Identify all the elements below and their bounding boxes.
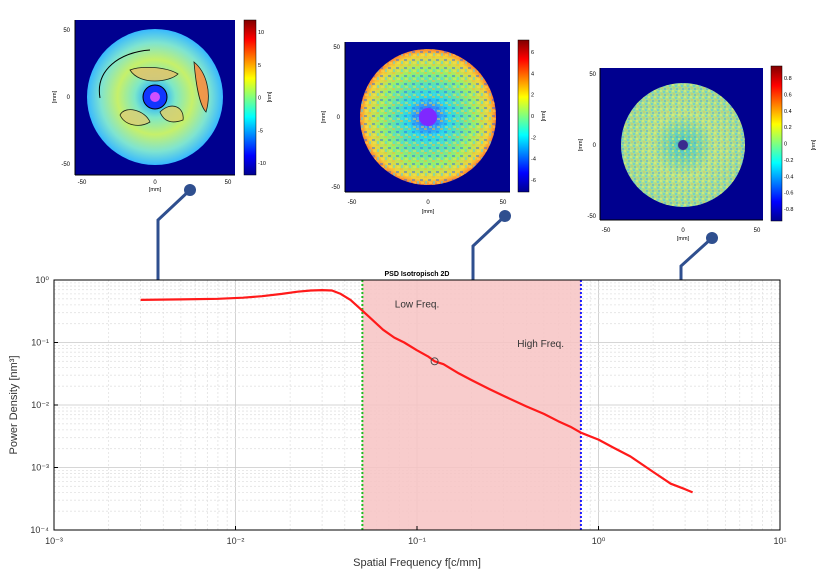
- inset1-colorbar-ticks: 10 5 0 -5 -10: [258, 30, 266, 167]
- inset3-x-tick: 0: [681, 228, 685, 234]
- inset3-colorbar-unit: [nm]: [811, 139, 817, 150]
- colorbar-tick-label: 0.2: [784, 125, 792, 131]
- y-tick-label: 10⁻⁴: [30, 525, 49, 535]
- inset1-colorbar-unit: [nm]: [267, 91, 273, 102]
- annotation-text: Low Freq.: [395, 300, 439, 311]
- inset-map-3: -50 0 50 [mm] 50 0 -50 [mm] 0.8 0.6 0.4 0.2…: [578, 65, 817, 242]
- inset2-x-tick: 0: [426, 200, 430, 206]
- colorbar-tick-label: 0.4: [784, 109, 792, 115]
- inset3-y-tick: -50: [587, 214, 596, 220]
- x-tick-label: 10⁻¹: [408, 536, 426, 546]
- inset-map-2: -50 0 50 [mm] 50 0 -50 [mm] 6 4 2 0 -2 -4 -6 […: [321, 39, 547, 215]
- colorbar-tick-label: 6: [531, 50, 534, 56]
- colorbar-tick-label: -0.4: [784, 174, 793, 180]
- colorbar-tick-label: -0.8: [784, 207, 793, 213]
- psd-series-line: [140, 289, 694, 494]
- inset1-x-label: [mm]: [149, 187, 162, 193]
- inset2-y-tick: 0: [337, 115, 341, 121]
- inset1-y-tick: 0: [67, 95, 71, 101]
- inset1-x-tick: 0: [153, 180, 157, 186]
- inset3-x-tick: 50: [754, 228, 761, 234]
- inset1-x-tick: -50: [78, 180, 87, 186]
- y-tick-label: 10⁻¹: [31, 338, 49, 348]
- annotation-text: High Freq.: [517, 339, 564, 350]
- inset3-y-label: [mm]: [578, 138, 584, 151]
- x-axis-label: Spatial Frequency f[c/mm]: [353, 557, 481, 569]
- inset3-x-label: [mm]: [677, 236, 690, 242]
- colorbar-tick-label: -0.2: [784, 158, 793, 164]
- inset1-y-tick: 50: [63, 28, 70, 34]
- colorbar-tick-label: 4: [531, 71, 534, 77]
- colorbar-tick-label: 2: [531, 93, 534, 99]
- annotations: Low Freq. High Freq.: [395, 300, 564, 350]
- x-tick-label: 10⁻³: [45, 536, 63, 546]
- connector-dot-2: [499, 210, 511, 222]
- inset1-contour-region: [129, 66, 179, 82]
- inset1-colorbar: [243, 19, 257, 176]
- connector-dot-1: [184, 184, 196, 196]
- inset1-contour-region: [119, 109, 151, 126]
- colorbar-tick-label: -5: [258, 128, 263, 134]
- inset1-contour-line: [98, 49, 151, 99]
- inset2-y-label: [mm]: [321, 110, 327, 123]
- x-tick-label: 10⁻²: [227, 536, 245, 546]
- colorbar-tick-label: -0.6: [784, 191, 793, 197]
- colorbar-tick-label: -2: [531, 135, 536, 141]
- inset3-colorbar-ticks: 0.8 0.6 0.4 0.2 0 -0.2 -0.4 -0.6 -0.8: [784, 76, 793, 213]
- inset3-y-tick: 0: [593, 143, 597, 149]
- inset1-y-label: [mm]: [52, 90, 58, 103]
- inset3-colorbar: [770, 65, 783, 222]
- chart-title: PSD Isotropisch 2D: [385, 271, 450, 278]
- y-axis-label: Power Density [nm³]: [8, 355, 20, 454]
- data-marker: [430, 357, 439, 366]
- inset3-center-spot: [678, 140, 688, 150]
- grid: [53, 280, 780, 531]
- inset1-contour-region: [159, 105, 184, 123]
- inset2-x-label: [mm]: [422, 209, 435, 215]
- inset2-colorbar-ticks: 6 4 2 0 -2 -4 -6: [531, 50, 536, 184]
- y-tick-label: 10⁻²: [31, 400, 49, 410]
- inset2-x-tick: -50: [348, 200, 357, 206]
- series: [140, 289, 694, 494]
- inset3-x-tick: -50: [602, 228, 611, 234]
- colorbar-tick-label: 5: [258, 63, 261, 69]
- connector-dot-3: [706, 232, 718, 244]
- inset3-y-tick: 50: [589, 72, 596, 78]
- inset1-x-tick: 50: [225, 180, 232, 186]
- inset2-x-tick: 50: [500, 200, 507, 206]
- frequency-cutoff-lines: [361, 280, 582, 530]
- colorbar-tick-label: -10: [258, 161, 266, 167]
- y-tick-label: 10⁻³: [31, 463, 49, 473]
- inset2-y-tick: -50: [331, 185, 340, 191]
- colorbar-tick-label: 0.6: [784, 92, 792, 98]
- inset1-y-tick: -50: [61, 162, 70, 168]
- colorbar-tick-label: 0.8: [784, 76, 792, 82]
- colorbar-tick-label: 0: [258, 96, 261, 102]
- colorbar-tick-label: -6: [531, 178, 536, 184]
- high-low-freq-band: [362, 280, 581, 530]
- y-tick-label: 10⁰: [35, 275, 49, 285]
- inset1-contour-region: [193, 61, 209, 113]
- inset2-colorbar-unit: [nm]: [541, 110, 547, 121]
- x-tick-label: 10¹: [773, 536, 786, 546]
- colorbar-tick-label: 10: [258, 30, 264, 36]
- inset2-y-tick: 50: [333, 45, 340, 51]
- inset1-center-peak: [150, 92, 160, 102]
- x-tick-label: 10⁰: [592, 536, 606, 546]
- inset2-colorbar: [517, 39, 530, 193]
- inset2-center-spot: [419, 108, 437, 126]
- colorbar-tick-label: -4: [531, 157, 536, 163]
- colorbar-tick-label: 0: [531, 114, 534, 120]
- colorbar-tick-label: 0: [784, 142, 787, 148]
